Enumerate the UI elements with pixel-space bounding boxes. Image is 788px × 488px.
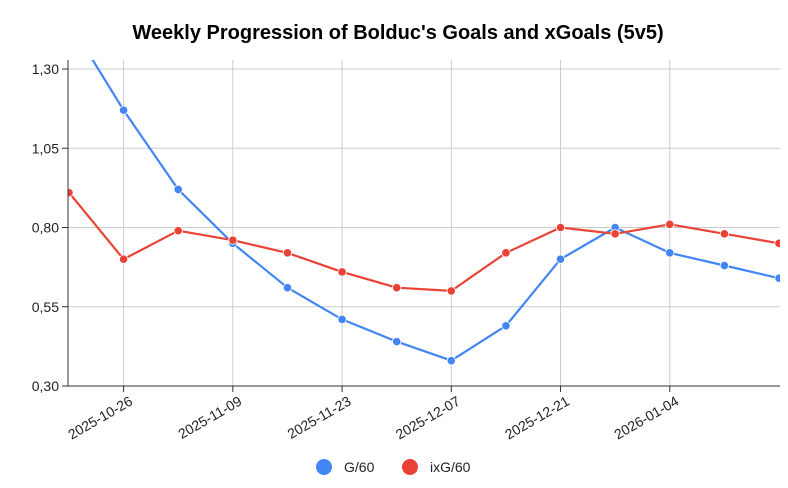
chart-title: Weekly Progression of Bolduc's Goals and…: [132, 22, 663, 44]
legend-item-g60[interactable]: G/60: [316, 459, 375, 475]
data-point-ixg60: [228, 235, 238, 245]
data-point-ixg60: [282, 248, 293, 258]
data-point-ixg60: [173, 226, 183, 236]
x-tick-label: 2025-12-21: [502, 393, 572, 443]
data-point-ixg60: [119, 254, 129, 264]
data-point-ixg60: [555, 222, 566, 233]
data-point-ixg60: [665, 219, 675, 229]
data-point-ixg60: [501, 248, 511, 258]
y-tick-label: 1,05: [32, 140, 59, 156]
x-tick-label: 2025-11-23: [284, 393, 353, 442]
data-point-ixg60: [610, 229, 620, 239]
legend-item-ixg60[interactable]: ixG/60: [402, 459, 471, 475]
data-point-ixg60: [337, 267, 347, 277]
legend-swatch: [402, 459, 418, 475]
y-tick-label: 0,55: [32, 299, 59, 315]
x-tick-label: 2025-12-07: [393, 393, 463, 443]
data-point-ixg60: [446, 286, 456, 296]
y-tick-label: 0,30: [32, 378, 59, 394]
data-point-g60: [446, 356, 456, 366]
data-point-g60: [337, 314, 347, 325]
data-point-g60: [665, 248, 675, 258]
y-tick-label: 1,30: [32, 61, 59, 77]
x-tick-label: 2025-11-09: [175, 393, 244, 442]
data-point-g60: [282, 283, 293, 293]
data-point-g60: [555, 254, 566, 264]
data-point-g60: [119, 105, 129, 115]
y-tick-label: 0,80: [32, 220, 59, 236]
data-point-ixg60: [68, 188, 74, 198]
series-line-g60: [91, 60, 780, 362]
data-point-ixg60: [392, 283, 402, 293]
data-point-g60: [173, 184, 183, 195]
data-point-g60: [774, 273, 780, 283]
legend-label: G/60: [344, 459, 375, 475]
data-point-g60: [719, 260, 729, 271]
data-point-g60: [501, 321, 511, 331]
legend-swatch: [316, 459, 332, 475]
data-point-ixg60: [774, 238, 780, 248]
legend-label: ixG/60: [430, 459, 471, 475]
series-line-ixg60: [68, 191, 780, 292]
data-point-ixg60: [719, 229, 729, 239]
x-tick-label: 2026-01-04: [611, 393, 681, 443]
x-tick-label: 2025-10-26: [65, 393, 135, 443]
data-point-g60: [392, 337, 402, 347]
